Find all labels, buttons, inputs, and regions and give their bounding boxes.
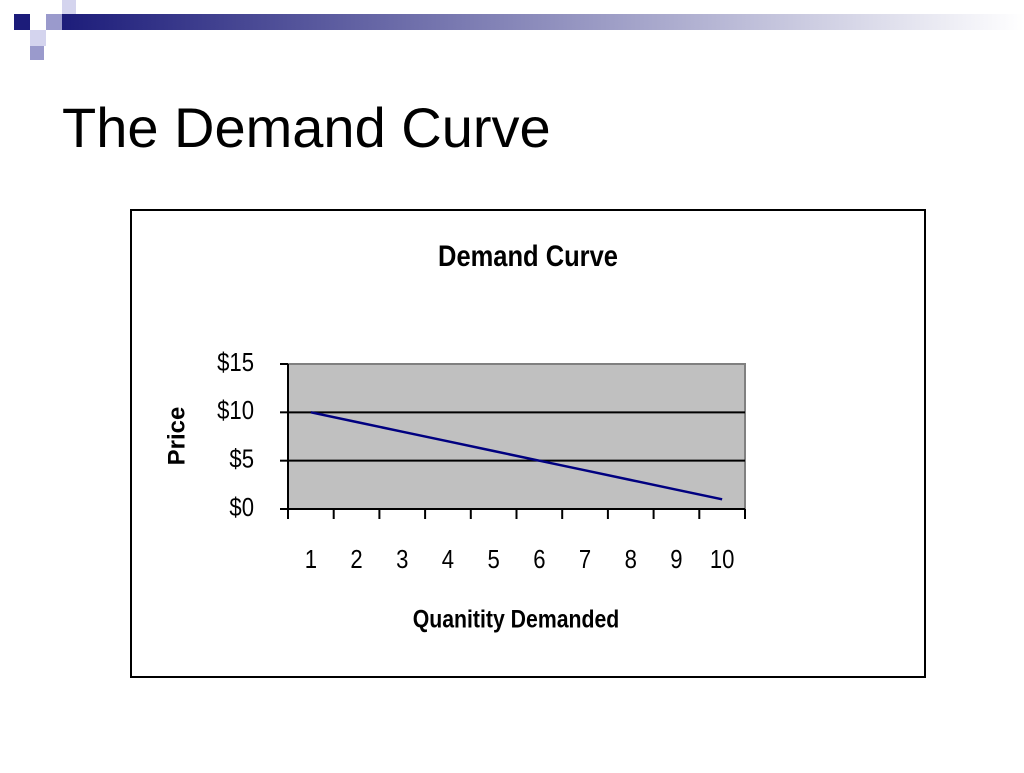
x-tick-label: 3 (396, 545, 408, 574)
y-tick-label: $0 (229, 493, 254, 522)
x-tick-label: 7 (579, 545, 591, 574)
x-tick-label: 8 (625, 545, 637, 574)
header-decoration (14, 0, 1024, 60)
x-tick-label: 5 (488, 545, 500, 574)
x-tick-label: 9 (670, 545, 682, 574)
y-tick-label: $10 (217, 397, 254, 426)
y-tick-label: $15 (217, 348, 254, 377)
demand-line (310, 411, 723, 501)
x-tick-label: 2 (350, 545, 362, 574)
y-tick-label: $5 (229, 445, 254, 474)
slide-title: The Demand Curve (62, 96, 551, 159)
x-tick-label: 4 (442, 545, 454, 574)
plot-area (287, 363, 746, 510)
x-tick-label: 10 (710, 545, 735, 574)
chart-title: Demand Curve (438, 239, 618, 272)
x-tick-label: 6 (533, 545, 545, 574)
x-axis-label: Quanitity Demanded (413, 605, 620, 633)
y-axis-label: Price (163, 407, 190, 466)
x-tick-label: 1 (305, 545, 317, 574)
